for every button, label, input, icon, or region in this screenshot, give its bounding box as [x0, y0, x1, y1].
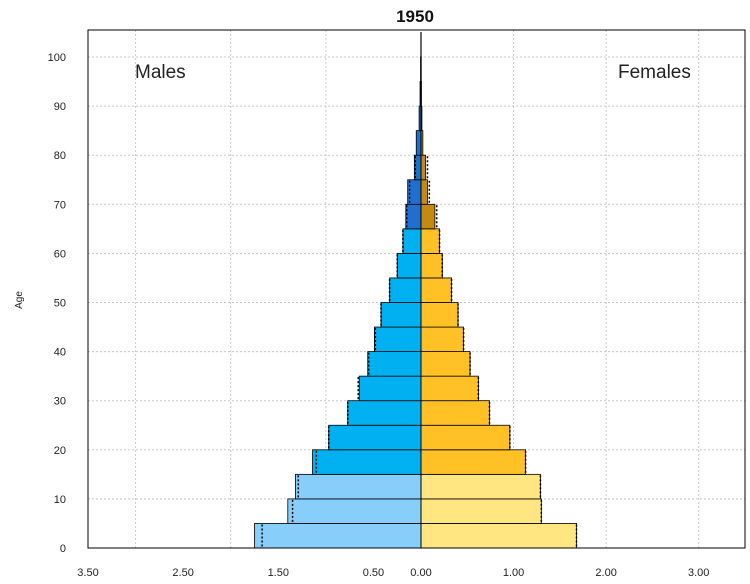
- bar-female-75-79: [420, 154, 427, 181]
- bar-male-45-49: [380, 302, 422, 328]
- bar-female-25-29: [420, 400, 490, 426]
- bar-male-20-24: [328, 424, 422, 451]
- bar-female-45-49: [420, 302, 459, 328]
- bar-male-65-69: [405, 203, 422, 230]
- females-label: Females: [618, 62, 691, 83]
- bar-male-55-59: [396, 252, 422, 279]
- bar-male-70-74: [407, 179, 422, 205]
- x-tick-label: 1.00: [503, 567, 524, 579]
- bar-female-60-64: [420, 228, 440, 254]
- y-tick-label: 90: [54, 101, 66, 113]
- bar-female-70-74: [420, 179, 428, 205]
- bar-female-65-69: [420, 203, 436, 230]
- bar-male-30-34: [358, 375, 422, 402]
- bar-female-30-34: [420, 375, 479, 402]
- bar-male-75-79: [413, 154, 422, 181]
- y-tick-label: 70: [54, 199, 66, 211]
- bar-male-15-19: [312, 449, 422, 475]
- y-tick-label: 60: [54, 248, 66, 260]
- chart-title: 1950: [396, 7, 434, 26]
- bar-male-60-64: [402, 228, 422, 254]
- bar-female-10-14: [420, 473, 541, 500]
- bar-male-80-84: [415, 130, 422, 156]
- plot-frame: [87, 29, 746, 549]
- bar-male-40-44: [373, 326, 422, 352]
- y-tick-label: 10: [54, 494, 66, 506]
- males-label: Males: [135, 62, 186, 83]
- y-tick-label: 40: [54, 347, 66, 359]
- bar-male-50-54: [389, 277, 422, 303]
- bars: [254, 32, 578, 549]
- x-tick-label: 2.00: [595, 567, 616, 579]
- bar-male-0-4: [254, 523, 422, 549]
- x-axis-ticks: 3.50 2.50 1.50 0.50 0.00 1.00 2.00 3.00: [77, 567, 709, 579]
- x-tick-label: 3.00: [688, 567, 709, 579]
- x-tick-label: 0.00: [410, 567, 431, 579]
- y-axis-ticks: 0 10 20 30 40 50 60 70 80 90 100: [48, 52, 66, 555]
- bar-female-20-24: [420, 424, 511, 451]
- bar-male-5-9: [287, 498, 422, 524]
- x-tick-label: 2.50: [172, 567, 193, 579]
- y-tick-label: 80: [54, 150, 66, 162]
- y-tick-label: 0: [60, 543, 66, 555]
- x-tick-label: 3.50: [77, 567, 98, 579]
- bar-male-10-14: [295, 473, 422, 500]
- bar-female-5-9: [420, 498, 542, 524]
- bar-male-25-29: [347, 400, 422, 426]
- bar-female-55-59: [420, 252, 443, 279]
- y-tick-label: 20: [54, 445, 66, 457]
- y-tick-label: 30: [54, 396, 66, 408]
- bar-female-35-39: [420, 351, 471, 377]
- x-tick-label: 0.50: [363, 567, 384, 579]
- bar-female-0-4: [420, 523, 577, 549]
- x-tick-label: 1.50: [268, 567, 289, 579]
- y-tick-label: 50: [54, 298, 66, 310]
- y-axis-label: Age: [14, 291, 25, 309]
- bar-female-50-54: [420, 277, 452, 303]
- y-tick-label: 100: [48, 52, 66, 64]
- bar-female-15-19: [420, 449, 527, 475]
- bar-female-40-44: [420, 326, 464, 352]
- bar-male-35-39: [367, 351, 422, 377]
